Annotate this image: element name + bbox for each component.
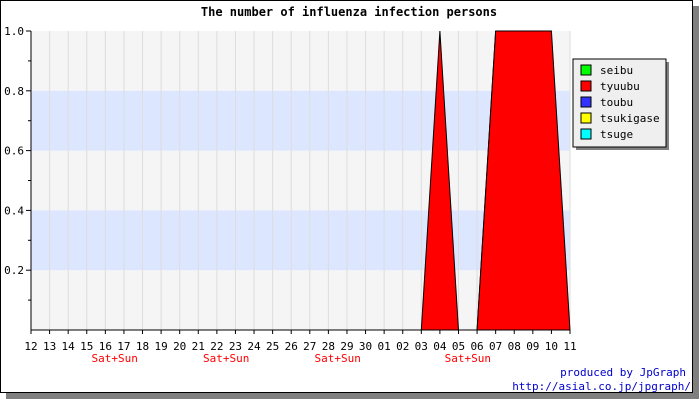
legend-swatch-tyuubu: [580, 80, 592, 92]
x-tick-label: 20: [173, 340, 186, 353]
band: [31, 90, 570, 151]
x-tick-label: 14: [62, 340, 76, 353]
band: [31, 210, 570, 271]
x-tick-label: 30: [359, 340, 372, 353]
y-tick-label: 0.4: [4, 204, 24, 217]
x-tick-label: 19: [154, 340, 167, 353]
x-tick-label: 01: [378, 340, 391, 353]
x-tick-label: 26: [285, 340, 298, 353]
y-tick-label: 1.0: [4, 25, 24, 38]
legend: seibu tyuubu toubu tsukigase tsuge: [572, 58, 669, 150]
horizontal-bands: [31, 90, 570, 271]
y-tick-label: 0.6: [4, 145, 24, 158]
x-tick-label: 24: [247, 340, 261, 353]
x-tick-label: 10: [545, 340, 558, 353]
x-tick-label: 02: [396, 340, 409, 353]
y-tick-label: 0.2: [4, 264, 24, 277]
legend-swatch-tsukigase: [580, 112, 592, 124]
x-tick-label: 18: [136, 340, 149, 353]
x-tick-label: 09: [526, 340, 539, 353]
x-tick-label: 29: [340, 340, 353, 353]
legend-label-toubu: toubu: [600, 96, 633, 109]
x-tick-label: 22: [210, 340, 223, 353]
x-tick-label: 08: [508, 340, 521, 353]
legend-label-seibu: seibu: [600, 64, 633, 77]
x-tick-label: 03: [415, 340, 428, 353]
x-tick-label: 21: [192, 340, 205, 353]
credits-line-2: http://asial.co.jp/jpgraph/: [512, 380, 691, 393]
x-tick-label: 28: [322, 340, 335, 353]
weekend-label: Sat+Sun: [203, 352, 249, 365]
x-tick-label: 15: [80, 340, 93, 353]
legend-swatch-seibu: [580, 64, 592, 76]
weekend-label: Sat+Sun: [314, 352, 360, 365]
legend-swatch-tsuge: [580, 128, 592, 140]
x-tick-label: 07: [489, 340, 502, 353]
x-tick-label: 11: [563, 340, 576, 353]
legend-label-tsuge: tsuge: [600, 128, 633, 141]
legend-label-tyuubu: tyuubu: [600, 80, 640, 93]
legend-swatch-toubu: [580, 96, 592, 108]
weekend-label: Sat+Sun: [445, 352, 491, 365]
x-tick-label: 17: [117, 340, 130, 353]
x-tick-label: 12: [24, 340, 37, 353]
weekend-label: Sat+Sun: [91, 352, 137, 365]
x-tick-label: 13: [43, 340, 56, 353]
x-tick-label: 25: [266, 340, 279, 353]
y-tick-label: 0.8: [4, 85, 24, 98]
x-tick-label: 06: [470, 340, 483, 353]
x-tick-label: 27: [303, 340, 316, 353]
chart-title: The number of influenza infection person…: [201, 5, 497, 19]
x-tick-label: 04: [433, 340, 447, 353]
x-tick-labels: 12 13 14 15 16 17 18 19 20 21 22 23 24 25 26 27 28 29 30 01…: [24, 330, 577, 353]
x-tick-label: 16: [99, 340, 112, 353]
y-tick-labels: 0.2 0.4 0.6 0.8 1.0: [4, 25, 31, 301]
credits-line-1: produced by JpGraph: [560, 366, 686, 379]
x-tick-label: 23: [229, 340, 242, 353]
weekend-labels: Sat+Sun Sat+Sun Sat+Sun Sat+Sun: [91, 352, 490, 365]
legend-label-tsukigase: tsukigase: [600, 112, 660, 125]
x-tick-label: 05: [452, 340, 465, 353]
